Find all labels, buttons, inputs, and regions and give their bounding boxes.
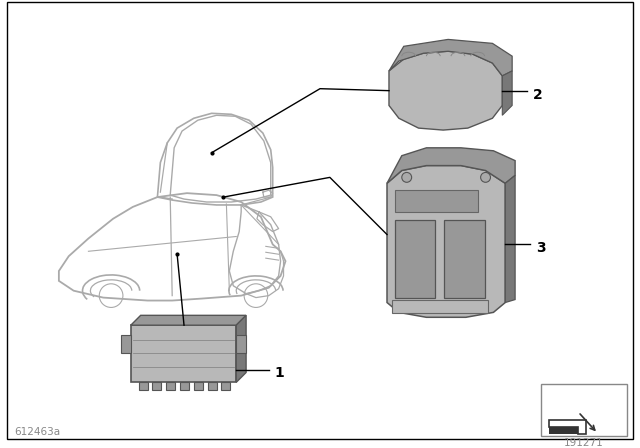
Polygon shape <box>502 71 512 115</box>
Bar <box>392 300 488 313</box>
Polygon shape <box>389 51 502 130</box>
Text: 2: 2 <box>533 88 543 102</box>
Bar <box>548 426 578 434</box>
Text: 612463a: 612463a <box>15 426 61 437</box>
Text: 3: 3 <box>536 241 545 255</box>
Bar <box>166 382 175 390</box>
Bar <box>194 382 203 390</box>
Polygon shape <box>387 148 515 183</box>
Bar <box>395 190 477 212</box>
Polygon shape <box>387 166 505 317</box>
Bar <box>207 382 216 390</box>
Bar <box>395 220 435 297</box>
Bar <box>236 335 246 353</box>
Bar <box>444 220 484 297</box>
Bar <box>139 382 148 390</box>
Bar <box>221 382 230 390</box>
Bar <box>541 384 627 435</box>
Bar <box>180 382 189 390</box>
Bar <box>131 325 236 382</box>
Text: 1: 1 <box>275 366 284 380</box>
Circle shape <box>402 172 412 182</box>
Text: 191271: 191271 <box>564 439 604 448</box>
Polygon shape <box>131 315 246 325</box>
Polygon shape <box>389 39 512 76</box>
Circle shape <box>481 172 490 182</box>
Bar <box>121 335 131 353</box>
Polygon shape <box>236 315 246 382</box>
Bar <box>152 382 161 390</box>
Polygon shape <box>505 176 515 302</box>
